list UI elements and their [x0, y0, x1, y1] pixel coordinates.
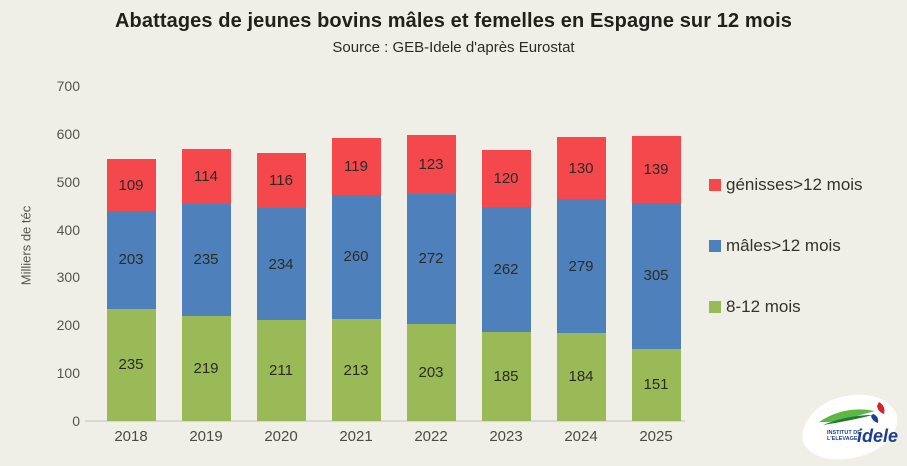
legend-item: 8-12 mois — [709, 297, 801, 317]
legend-item: mâles>12 mois — [709, 236, 841, 256]
x-tick-label: 2022 — [414, 428, 448, 445]
bar-segment: 119 — [331, 137, 381, 195]
bar-segment: 272 — [406, 193, 456, 324]
legend-label: 8-12 mois — [726, 297, 801, 316]
bar-segment: 203 — [406, 323, 456, 421]
x-tick-label: 2024 — [564, 428, 598, 445]
bar-value-label: 120 — [493, 169, 519, 187]
y-tick-label: 100 — [56, 365, 80, 382]
bar-segment: 305 — [631, 202, 681, 349]
x-tick-label: 2018 — [114, 428, 148, 445]
bar-value-label: 219 — [193, 360, 219, 378]
bar-segment: 184 — [556, 332, 606, 421]
y-tick-label: 0 — [72, 413, 80, 429]
bar-value-label: 211 — [269, 362, 293, 379]
bar-segment: 120 — [481, 149, 531, 208]
legend-swatch — [709, 240, 721, 252]
logo-brand-text: idele — [857, 426, 898, 446]
bar-segment: 234 — [256, 208, 306, 321]
bar-value-label: 235 — [193, 251, 219, 269]
logo-blue-leaf — [871, 414, 879, 423]
bar-value-label: 114 — [194, 167, 218, 185]
bar-value-label: 235 — [118, 356, 144, 374]
y-tick-label: 400 — [56, 221, 80, 238]
x-tick-label: 2020 — [264, 428, 298, 445]
bar-segment: 235 — [106, 308, 156, 421]
bar-value-label: 234 — [268, 255, 294, 273]
bar-segment: 262 — [481, 207, 531, 333]
logo-institute-line1: INSTITUT DE — [827, 430, 861, 436]
y-tick-label: 500 — [56, 173, 80, 190]
legend-swatch — [709, 179, 721, 191]
x-tick-label: 2025 — [639, 428, 673, 445]
bar-segment: 219 — [181, 316, 231, 421]
bar-value-label: 203 — [118, 251, 144, 269]
bar-value-label: 262 — [493, 261, 519, 279]
y-tick-label: 300 — [56, 269, 80, 286]
bar-value-label: 109 — [118, 176, 144, 194]
chart-title: Abattages de jeunes bovins mâles et feme… — [115, 10, 792, 32]
bar-value-label: 130 — [568, 159, 594, 177]
bar-segment: 279 — [556, 199, 606, 333]
bar-segment: 123 — [406, 134, 456, 194]
logo-red-leaf — [877, 402, 885, 414]
bar-segment: 213 — [331, 319, 381, 421]
bar-segment: 114 — [181, 149, 231, 204]
logo-green-accent — [823, 415, 873, 425]
idele-logo: INSTITUT DE L'ELEVAGE idele — [802, 394, 898, 460]
legend-swatch — [709, 301, 721, 313]
bar-segment: 235 — [181, 203, 231, 317]
bar-segment: 130 — [556, 137, 606, 200]
legend-label: génisses>12 mois — [726, 175, 863, 194]
bar-segment: 109 — [106, 159, 156, 212]
bar-value-label: 260 — [343, 248, 369, 266]
bar-segment: 185 — [481, 332, 531, 421]
bar-segment: 151 — [631, 348, 681, 421]
y-tick-label: 200 — [56, 317, 80, 334]
bar-value-label: 119 — [344, 157, 368, 175]
bar-segment: 139 — [631, 136, 681, 203]
bar-segment: 211 — [256, 320, 306, 421]
x-tick-label: 2021 — [339, 428, 373, 445]
y-tick-label: 700 — [56, 78, 80, 94]
bar-value-label: 123 — [418, 155, 444, 173]
bar-value-label: 184 — [568, 368, 594, 386]
x-tick-label: 2023 — [489, 428, 523, 445]
x-tick-label: 2019 — [189, 428, 223, 445]
chart-subtitle: Source : GEB-Idele d'après Eurostat — [332, 39, 575, 56]
bar-value-label: 305 — [643, 267, 669, 285]
bar-value-label: 272 — [418, 250, 444, 268]
y-tick-label: 600 — [56, 125, 80, 142]
x-axis-line — [85, 420, 685, 422]
bar-value-label: 151 — [643, 376, 669, 394]
logo-institute-line2: L'ELEVAGE — [827, 436, 858, 442]
legend-label: mâles>12 mois — [726, 236, 841, 255]
bar-value-label: 185 — [493, 368, 519, 386]
y-axis-label: Milliers de téc — [18, 205, 34, 286]
logo-green-swoosh — [819, 409, 875, 423]
bar-value-label: 203 — [418, 363, 444, 381]
legend-item: génisses>12 mois — [709, 175, 863, 195]
bar-value-label: 116 — [269, 171, 293, 189]
bar-value-label: 139 — [643, 161, 669, 178]
bar-value-label: 213 — [343, 361, 369, 379]
bar-segment: 203 — [106, 211, 156, 309]
bar-value-label: 279 — [568, 257, 594, 275]
bar-segment: 116 — [256, 152, 306, 209]
bar-segment: 260 — [331, 194, 381, 320]
